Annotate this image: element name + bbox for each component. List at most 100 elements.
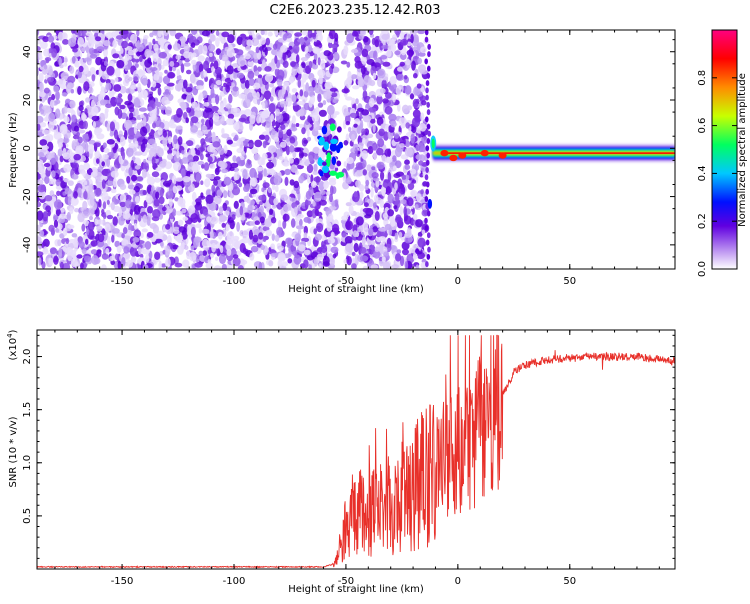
- heatmap-cell: [385, 186, 391, 196]
- heatmap-cell: [317, 157, 323, 167]
- heatmap-cell: [289, 145, 295, 153]
- heatmap-cell: [40, 41, 48, 49]
- snr-x-label: Height of straight line (km): [288, 584, 424, 595]
- heatmap-cell: [366, 58, 375, 65]
- heatmap-cell: [37, 123, 41, 131]
- heatmap-cell: [272, 184, 276, 191]
- y-tick-label: 1.5: [22, 402, 33, 418]
- heatmap-cell: [152, 209, 161, 219]
- heatmap-cell: [426, 123, 431, 130]
- heatmap-cell: [167, 44, 172, 50]
- heatmap-cell: [76, 132, 80, 137]
- heatmap-cell: [45, 205, 51, 213]
- heatmap-cell: [141, 228, 148, 233]
- heatmap-cell: [54, 61, 60, 67]
- heatmap-cell: [292, 250, 298, 256]
- heatmap-cell: [157, 36, 165, 46]
- heatmap-cell: [405, 140, 411, 148]
- heatmap-cell: [194, 262, 203, 268]
- heatmap-cell: [412, 244, 417, 250]
- heatmap-cell: [267, 31, 273, 37]
- heatmap-cell: [38, 230, 45, 237]
- heatmap-cell: [144, 241, 152, 250]
- heatmap-cell: [244, 53, 251, 60]
- heatmap-cell: [238, 117, 247, 123]
- heatmap-cell: [81, 248, 87, 255]
- heatmap-cell: [420, 112, 425, 122]
- heatmap-cell: [182, 176, 191, 183]
- heatmap-cell: [331, 156, 337, 166]
- heatmap-cell: [271, 204, 277, 209]
- heatmap-cell: [177, 197, 186, 207]
- heatmap-cell: [394, 160, 402, 169]
- heatmap-cell: [346, 33, 354, 44]
- heatmap-cell: [153, 198, 160, 207]
- heatmap-cell: [275, 185, 279, 193]
- colorbar-tick-label: 0.4: [697, 165, 708, 181]
- heatmap-cell: [241, 150, 246, 156]
- heatmap-cell: [294, 233, 301, 242]
- heatmap-cell: [271, 233, 275, 241]
- heatmap-cell: [265, 117, 272, 128]
- heatmap-cell: [416, 193, 422, 202]
- heatmap-cell: [288, 76, 294, 84]
- heatmap-cell: [330, 138, 338, 145]
- heatmap-cell: [94, 127, 101, 136]
- heatmap-cell: [162, 130, 168, 138]
- heatmap-cell: [89, 196, 95, 206]
- heatmap-cell: [425, 80, 430, 87]
- heatmap-cell: [297, 244, 306, 252]
- heatmap-cell: [261, 59, 266, 67]
- colorbar-tick-label: 0.6: [697, 118, 708, 134]
- heatmap-cell: [362, 137, 366, 145]
- heatmap-cell: [287, 238, 292, 247]
- heatmap-cell: [71, 30, 76, 35]
- heatmap-cell: [120, 136, 126, 147]
- heatmap-cell: [421, 100, 427, 106]
- heatmap-cell: [214, 180, 218, 186]
- heatmap-cell: [225, 104, 232, 109]
- heatmap-cell: [48, 65, 53, 76]
- heatmap-cell: [53, 255, 59, 265]
- heatmap-cell: [270, 217, 277, 224]
- spectrogram-x-ticks: -150 -100 -50 0 50: [54, 30, 660, 287]
- heatmap-cell: [181, 37, 187, 43]
- heatmap-cell: [140, 126, 148, 137]
- heatmap-cell: [69, 207, 74, 215]
- heatmap-cell: [388, 113, 397, 122]
- heatmap-cell: [404, 147, 413, 157]
- heatmap-cell: [330, 185, 334, 196]
- heatmap-cell: [232, 254, 239, 259]
- heatmap-cell: [260, 244, 266, 250]
- heatmap-cell: [424, 30, 429, 36]
- heatmap-cell: [204, 107, 213, 113]
- heatmap-cell: [256, 166, 264, 172]
- heatmap-cell: [177, 82, 181, 92]
- x-tick-label: 0: [455, 576, 461, 587]
- heatmap-cell: [186, 229, 191, 236]
- heatmap-cell: [153, 73, 160, 81]
- heatmap-cell: [370, 264, 379, 269]
- heatmap-cell: [38, 190, 46, 200]
- heatmap-cell: [225, 224, 230, 232]
- heatmap-cell: [316, 222, 324, 233]
- heatmap-cell: [264, 73, 274, 83]
- heatmap-cell: [63, 178, 70, 183]
- heatmap-cell: [307, 115, 311, 123]
- heatmap-cell: [330, 246, 339, 254]
- heatmap-cell: [191, 163, 201, 173]
- heatmap-cell: [97, 166, 104, 172]
- heatmap-cell: [365, 179, 370, 187]
- heatmap-cell: [286, 129, 292, 137]
- heatmap-cell: [291, 52, 296, 63]
- heatmap-cell: [138, 107, 147, 112]
- heatmap-cell: [194, 201, 203, 211]
- heatmap-cell: [164, 89, 170, 95]
- heatmap-cell: [190, 213, 199, 224]
- heatmap-cell: [127, 93, 133, 102]
- heatmap-cell: [130, 33, 138, 44]
- heatmap-cell: [351, 251, 356, 257]
- heatmap-cell: [236, 36, 243, 46]
- heatmap-cell: [355, 98, 359, 105]
- heatmap-cell: [340, 60, 348, 65]
